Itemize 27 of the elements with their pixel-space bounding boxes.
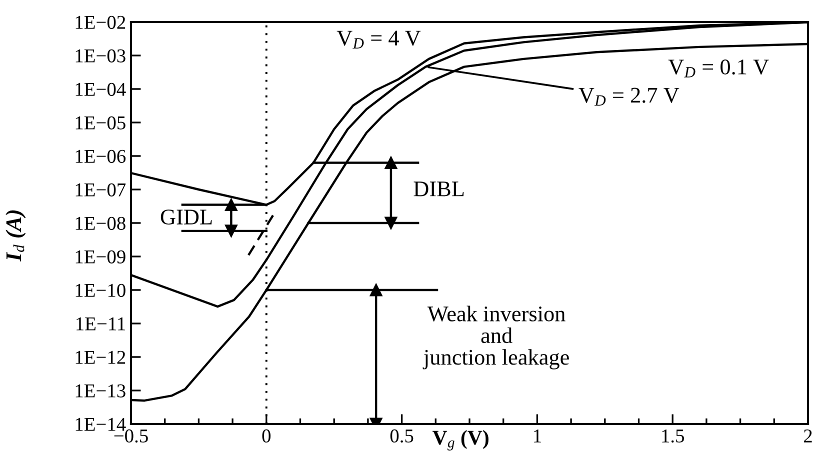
x-tick-label: 1 <box>534 430 541 442</box>
y-tick-label: 1E−06 <box>76 150 126 163</box>
annotation: DIBL <box>414 182 464 196</box>
annotation: Weak inversion and junction leakage <box>422 306 569 370</box>
y-tick-label: 1E−10 <box>76 284 126 297</box>
x-tick-label: 1.5 <box>662 430 684 443</box>
y-tick-label: 1E−13 <box>76 384 126 398</box>
annotation: GIDL <box>160 210 212 225</box>
annotation: V$_{D}$ = 2.7 V <box>578 88 680 106</box>
x-tick-label: 0.5 <box>390 429 414 443</box>
y-tick-label: 1E−11 <box>76 317 125 330</box>
y-tick-label: 1E−04 <box>76 82 126 96</box>
y-tick-label: 1E−09 <box>76 250 126 264</box>
x-tick-label: −0.5 <box>114 429 148 443</box>
annotation: V$_{D}$ = 0.1 V <box>668 59 769 78</box>
y-tick-label: 1E−05 <box>76 116 126 130</box>
x-axis-title: V$_{g}$ (V) <box>432 430 488 450</box>
y-tick-label: 1E−07 <box>76 183 126 196</box>
y-tick-label: 1E−14 <box>76 418 126 431</box>
y-tick-label: 1E−12 <box>76 350 126 364</box>
x-tick-label: 2 <box>804 429 812 442</box>
y-tick-label: 1E−08 <box>76 216 126 230</box>
x-tick-label: 0 <box>262 429 271 443</box>
y-axis-title: I$_{d}$ (A) <box>6 210 26 262</box>
y-tick-label: 1E−03 <box>76 49 126 62</box>
annotation: V$_{D}$ = 4 V <box>336 30 421 48</box>
y-tick-label: 1E−02 <box>76 16 126 29</box>
